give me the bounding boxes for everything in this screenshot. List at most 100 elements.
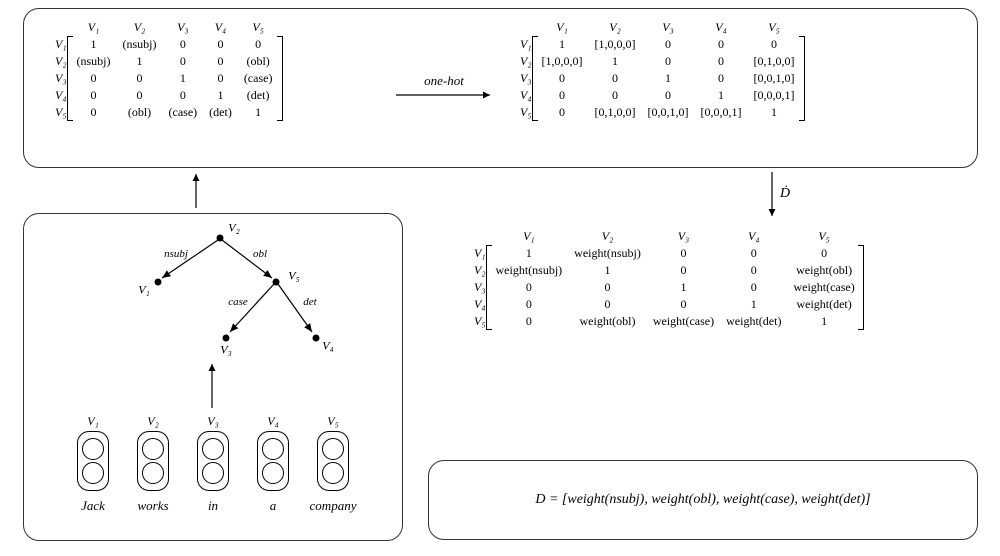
matrix-cell: weight(nsubj) bbox=[568, 245, 647, 262]
matrix3-table: V₁ V₂ V₃ V₄ V₅ V₁1weight(nsubj)000V₂weig… bbox=[468, 228, 861, 330]
matrix-cell: (det) bbox=[238, 87, 279, 104]
matrix3-col: V₃ bbox=[647, 228, 720, 245]
tree-label-v5: V₅ bbox=[288, 269, 300, 284]
d-panel: D = [weight(nsubj), weight(obl), weight(… bbox=[428, 460, 978, 540]
matrix-cell: 0 bbox=[589, 70, 642, 87]
matrix-cell: weight(case) bbox=[787, 279, 860, 296]
matrix-cell: 0 bbox=[568, 279, 647, 296]
matrix1-col: V₃ bbox=[163, 19, 204, 36]
tree-node-v5 bbox=[273, 279, 280, 286]
matrix2-table: V₁ V₂ V₃ V₄ V₅ V₁1[1,0,0,0]000V₂[1,0,0,0… bbox=[514, 19, 801, 121]
matrix1-col: V₄ bbox=[203, 19, 238, 36]
tree-label-v1: V₁ bbox=[138, 283, 150, 298]
word-vlabel: V₂ bbox=[123, 414, 183, 429]
matrix-cell: weight(obl) bbox=[787, 262, 860, 279]
d-equation: D = [weight(nsubj), weight(obl), weight(… bbox=[429, 461, 977, 539]
matrix-cell: 0 bbox=[163, 53, 204, 70]
tree-label-v4: V₄ bbox=[322, 339, 334, 354]
matrix-cell: 0 bbox=[589, 87, 642, 104]
matrix3-col: V₄ bbox=[720, 228, 787, 245]
matrix1-table: V₁ V₂ V₃ V₄ V₅ V₁1(nsubj)000V₂(nsubj)100… bbox=[49, 19, 278, 121]
matrix-cell: [0,0,0,1] bbox=[748, 87, 801, 104]
d-arrow: Ḋ bbox=[738, 170, 782, 220]
tree-node-v4 bbox=[313, 335, 320, 342]
matrix-cell: 0 bbox=[695, 53, 748, 70]
tree-node-v3 bbox=[223, 335, 230, 342]
matrix3-col: V₅ bbox=[787, 228, 860, 245]
matrix-cell: 0 bbox=[720, 279, 787, 296]
matrix-cell: 0 bbox=[748, 36, 801, 53]
matrix-cell: 0 bbox=[647, 296, 720, 313]
matrix1-col: V₁ bbox=[71, 19, 117, 36]
matrix2: V₁ V₂ V₃ V₄ V₅ V₁1[1,0,0,0]000V₂[1,0,0,0… bbox=[514, 19, 801, 125]
matrix-cell: 0 bbox=[490, 313, 569, 330]
matrix-cell: weight(det) bbox=[787, 296, 860, 313]
matrix-cell: 0 bbox=[163, 87, 204, 104]
matrix-cell: 0 bbox=[490, 279, 569, 296]
matrix-cell: 1 bbox=[568, 262, 647, 279]
matrix-cell: 0 bbox=[536, 104, 589, 121]
matrix-cell: 1 bbox=[490, 245, 569, 262]
top-panel: V₁ V₂ V₃ V₄ V₅ V₁1(nsubj)000V₂(nsubj)100… bbox=[23, 8, 978, 168]
matrix-cell: 0 bbox=[117, 70, 163, 87]
word-capsule bbox=[257, 431, 289, 491]
matrix-cell: [0,1,0,0] bbox=[589, 104, 642, 121]
matrix-cell: [1,0,0,0] bbox=[536, 53, 589, 70]
tree-label-v2: V₂ bbox=[228, 221, 240, 236]
matrix-cell: weight(obl) bbox=[568, 313, 647, 330]
word-capsule bbox=[77, 431, 109, 491]
matrix-cell: [0,0,1,0] bbox=[642, 104, 695, 121]
d-label: Ḋ bbox=[780, 186, 790, 202]
words-row: V₁JackV₂worksV₃inV₄aV₅company bbox=[24, 414, 402, 514]
edge-nsubj: nsubj bbox=[164, 248, 188, 260]
matrix-cell: 0 bbox=[787, 245, 860, 262]
tree-label-v3: V₃ bbox=[220, 343, 232, 358]
word-vlabel: V₄ bbox=[243, 414, 303, 429]
matrix-cell: [0,1,0,0] bbox=[748, 53, 801, 70]
matrix-cell: 0 bbox=[203, 70, 238, 87]
matrix-cell: 0 bbox=[71, 104, 117, 121]
matrix-cell: 1 bbox=[589, 53, 642, 70]
matrix-cell: 0 bbox=[642, 53, 695, 70]
word-text: Jack bbox=[63, 498, 123, 514]
matrix2-col: V₅ bbox=[748, 19, 801, 36]
matrix-cell: 0 bbox=[117, 87, 163, 104]
matrix-cell: (obl) bbox=[117, 104, 163, 121]
matrix-cell: 1 bbox=[647, 279, 720, 296]
matrix-cell: 1 bbox=[787, 313, 860, 330]
word-text: a bbox=[243, 498, 303, 514]
left-panel: V₂ V₁ V₅ V₃ V₄ nsubj obl case det V₁Jack… bbox=[23, 213, 403, 541]
matrix3: V₁ V₂ V₃ V₄ V₅ V₁1weight(nsubj)000V₂weig… bbox=[468, 228, 861, 334]
matrix2-col: V₁ bbox=[536, 19, 589, 36]
matrix-cell: (nsubj) bbox=[71, 53, 117, 70]
word-capsule bbox=[317, 431, 349, 491]
word-text: works bbox=[123, 498, 183, 514]
matrix-cell: (case) bbox=[163, 104, 204, 121]
matrix-cell: 1 bbox=[642, 70, 695, 87]
matrix-cell: 1 bbox=[748, 104, 801, 121]
word-capsule bbox=[137, 431, 169, 491]
matrix-cell: 0 bbox=[695, 70, 748, 87]
word-column: V₄ a bbox=[243, 414, 303, 514]
matrix-cell: 1 bbox=[163, 70, 204, 87]
tree-node-v2 bbox=[217, 235, 224, 242]
matrix-cell: [1,0,0,0] bbox=[589, 36, 642, 53]
matrix-cell: 1 bbox=[720, 296, 787, 313]
matrix-cell: 0 bbox=[203, 36, 238, 53]
matrix-cell: (obl) bbox=[238, 53, 279, 70]
onehot-arrow: one-hot bbox=[394, 73, 494, 105]
matrix1-col: V₂ bbox=[117, 19, 163, 36]
onehot-label: one-hot bbox=[394, 73, 494, 89]
matrix-cell: (det) bbox=[203, 104, 238, 121]
matrix-cell: 0 bbox=[71, 87, 117, 104]
matrix-cell: 1 bbox=[695, 87, 748, 104]
matrix-cell: 0 bbox=[647, 262, 720, 279]
matrix-cell: 0 bbox=[720, 262, 787, 279]
matrix-cell: 0 bbox=[203, 53, 238, 70]
matrix-cell: 0 bbox=[71, 70, 117, 87]
word-text: in bbox=[183, 498, 243, 514]
matrix3-col: V₁ bbox=[490, 228, 569, 245]
word-column: V₂ works bbox=[123, 414, 183, 514]
matrix2-col: V₄ bbox=[695, 19, 748, 36]
matrix-cell: 0 bbox=[238, 36, 279, 53]
